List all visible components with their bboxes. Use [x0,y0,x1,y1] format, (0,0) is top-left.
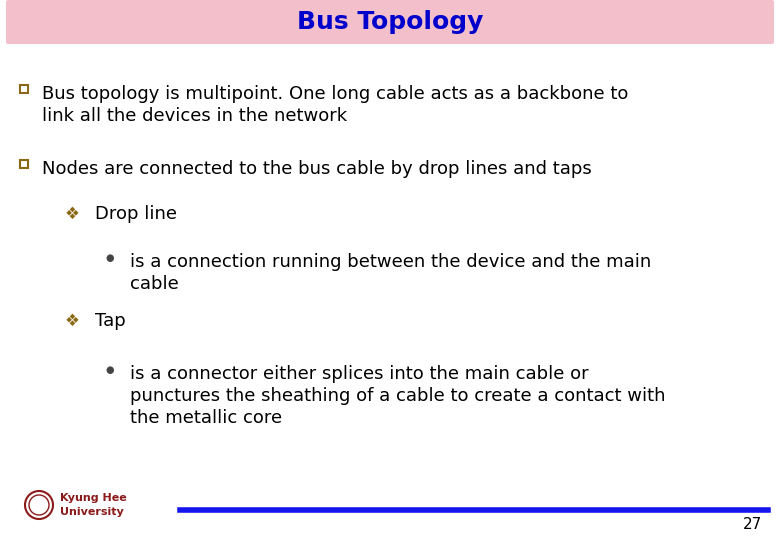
Text: Kyung Hee: Kyung Hee [60,493,126,503]
FancyBboxPatch shape [6,0,774,44]
Text: is a connector either splices into the main cable or
punctures the sheathing of : is a connector either splices into the m… [130,365,665,427]
Text: ●: ● [105,365,114,375]
Text: ❖: ❖ [65,312,80,330]
Text: ❖: ❖ [65,205,80,223]
Text: Bus topology is multipoint. One long cable acts as a backbone to
link all the de: Bus topology is multipoint. One long cab… [42,85,629,125]
Text: Nodes are connected to the bus cable by drop lines and taps: Nodes are connected to the bus cable by … [42,160,592,178]
Text: 27: 27 [743,517,762,532]
Text: Bus Topology: Bus Topology [297,10,483,34]
Text: University: University [60,507,124,517]
Text: Drop line: Drop line [95,205,177,223]
Bar [20,85,28,93]
Text: Tap: Tap [95,312,126,330]
Text: is a connection running between the device and the main
cable: is a connection running between the devi… [130,253,651,293]
Bar [20,160,28,168]
Text: ●: ● [105,253,114,263]
